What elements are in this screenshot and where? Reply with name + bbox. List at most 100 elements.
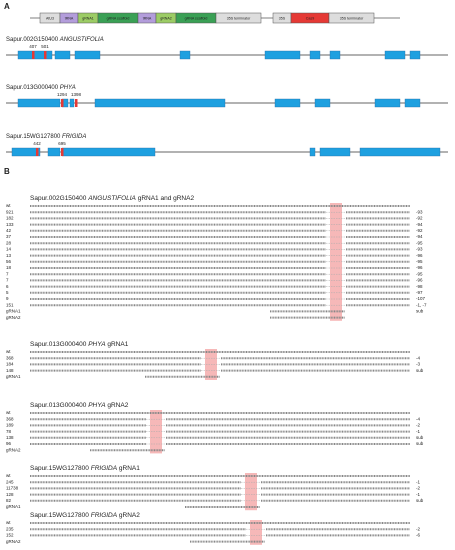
- row-label: 921: [6, 209, 14, 214]
- panel-label: A: [4, 2, 10, 11]
- section-gene: ANGUSTIFOLIA: [87, 195, 136, 202]
- exon: [69, 98, 75, 108]
- exon: [404, 98, 421, 108]
- section-suffix: gRNA1: [107, 341, 128, 348]
- row-label: wt: [6, 473, 11, 478]
- construct-label: AtU3: [46, 16, 54, 20]
- section-id: Sapur.002G150400: [30, 195, 87, 202]
- section-title: Sapur.013G000400 PHYA gRNA1: [30, 341, 129, 348]
- row-label: wt: [6, 349, 11, 354]
- row-label: 138: [6, 435, 14, 440]
- exon: [179, 50, 191, 60]
- target-site: [32, 51, 35, 59]
- mutation-label: -107: [416, 296, 426, 301]
- row-label: 189: [6, 423, 14, 428]
- gene-id: Sapur.013G000400: [6, 85, 59, 91]
- row-label: 128: [6, 492, 14, 497]
- construct-label: tRNA: [143, 16, 152, 20]
- exon: [264, 50, 301, 60]
- cut-site-highlight: [245, 473, 257, 511]
- row-label: 368: [6, 355, 14, 360]
- mutation-label: -6: [416, 533, 420, 538]
- mutation-label: sub: [416, 368, 424, 373]
- target-site: [75, 99, 78, 107]
- gene-name: PHYA: [60, 85, 76, 91]
- exon: [359, 147, 441, 157]
- section-suffix: gRNA2: [107, 402, 128, 409]
- mutation-label: -1, -7: [416, 302, 427, 307]
- mutation-label: -1: [416, 492, 420, 497]
- construct-label: gRNA scaffold: [185, 16, 208, 20]
- mutation-label: -93: [416, 209, 423, 214]
- mutation-label: -1: [416, 479, 420, 484]
- site-label: 1294: [57, 92, 68, 97]
- mutation-label: -93: [416, 247, 423, 252]
- mutation-label: -3: [416, 362, 420, 367]
- row-label: 42: [6, 228, 12, 233]
- exon: [17, 98, 61, 108]
- section-gene: PHYA: [88, 341, 105, 348]
- mutation-label: -2: [416, 526, 420, 531]
- row-label: 133: [6, 222, 14, 227]
- row-label: 245: [6, 479, 14, 484]
- section-suffix: gRNA1 and gRNA2: [138, 195, 195, 202]
- mutation-label: -92: [416, 216, 423, 221]
- exon: [309, 50, 321, 60]
- row-label: 151: [6, 302, 14, 307]
- exon: [274, 98, 301, 108]
- section-gene: FRIGIDA: [91, 465, 117, 472]
- section-title: Sapur.013G000400 PHYA gRNA2: [30, 402, 129, 409]
- mutation-label: -1: [416, 429, 420, 434]
- row-label: 28: [6, 240, 12, 245]
- row-label: 6: [6, 284, 9, 289]
- site-label: 695: [58, 141, 66, 146]
- site-label: 442: [33, 141, 41, 146]
- exon: [54, 50, 71, 60]
- row-label: 368: [6, 416, 14, 421]
- construct-label: gRNA1: [82, 16, 94, 20]
- mutation-label: -94: [416, 234, 423, 239]
- mutation-label: -98: [416, 284, 423, 289]
- section-title: Sapur.15WG127800 FRIGIDA gRNA2: [30, 512, 140, 519]
- target-site: [36, 148, 39, 156]
- gene-title: Sapur.002G150400 ANGUSTIFOLIA: [6, 37, 104, 43]
- mutation-label: sub: [416, 498, 424, 503]
- construct-part: [215, 12, 262, 24]
- mutation-label: -92: [416, 228, 423, 233]
- row-label: 182: [6, 216, 14, 221]
- exon: [94, 98, 226, 108]
- construct-label: gRNA scaffold: [107, 16, 130, 20]
- construct-part: [328, 12, 375, 24]
- gene-name: FRIGIDA: [62, 134, 86, 140]
- row-label: 13: [6, 253, 12, 258]
- row-label: 5: [6, 290, 9, 295]
- mutation-label: -96: [416, 265, 423, 270]
- mutation-label: -97: [416, 290, 423, 295]
- mutation-label: -4: [416, 355, 420, 360]
- section-id: Sapur.013G000400: [30, 341, 87, 348]
- mutation-label: -94: [416, 222, 423, 227]
- mutation-label: -95: [416, 240, 423, 245]
- section-id: Sapur.15WG127800: [30, 512, 89, 519]
- mutation-label: -95: [416, 259, 423, 264]
- panel-label: B: [4, 167, 10, 176]
- mutation-label: sub: [416, 435, 424, 440]
- row-label: 14: [6, 247, 12, 252]
- row-label: wt: [6, 410, 11, 415]
- section-suffix: gRNA2: [119, 512, 140, 519]
- section-gene: FRIGIDA: [91, 512, 117, 519]
- row-label: 82: [6, 498, 12, 503]
- section-suffix: gRNA1: [119, 465, 140, 472]
- row-label: wt: [6, 520, 11, 525]
- exon: [374, 98, 401, 108]
- row-label: 56: [6, 259, 12, 264]
- mutation-label: -2: [416, 423, 420, 428]
- section-gene: PHYA: [88, 402, 105, 409]
- mutation-label: -2: [416, 486, 420, 491]
- section-title: Sapur.002G150400 ANGUSTIFOLIA gRNA1 and …: [30, 195, 194, 202]
- exon: [409, 50, 421, 60]
- gene-title: Sapur.013G000400 PHYA: [6, 85, 76, 91]
- gene-name: ANGUSTIFOLIA: [59, 37, 104, 43]
- site-label: 501: [41, 44, 49, 49]
